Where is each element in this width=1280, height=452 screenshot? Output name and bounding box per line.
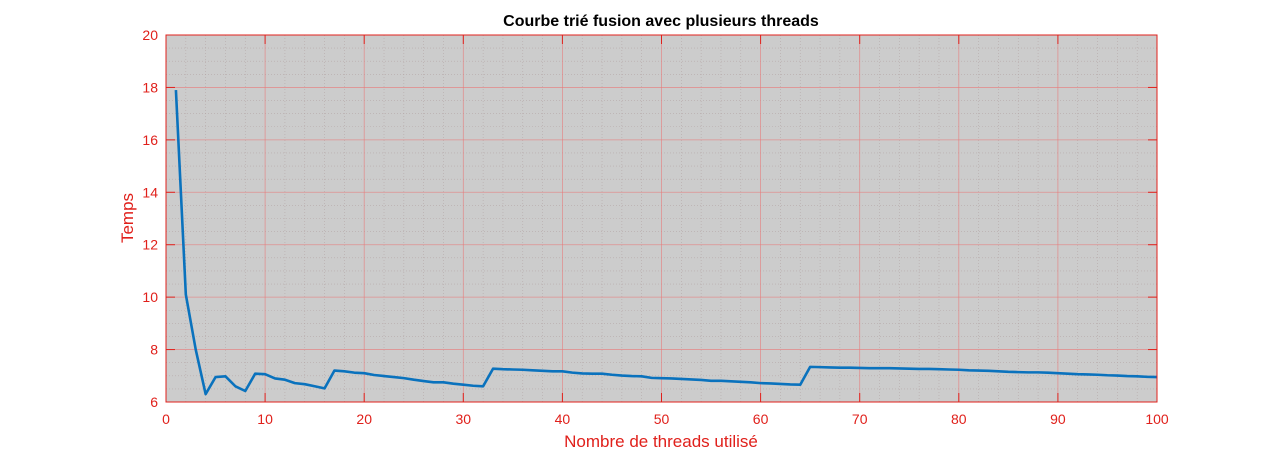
x-tick-label: 10 [257,411,273,427]
y-tick-label: 12 [142,237,158,253]
x-tick-label: 100 [1145,411,1169,427]
series-line [174,89,1158,396]
y-tick-label: 14 [142,184,158,200]
x-tick-label: 40 [555,411,571,427]
x-axis-label: Nombre de threads utilisé [564,432,758,451]
y-tick-label: 10 [142,289,158,305]
x-tick-label: 50 [654,411,670,427]
y-tick-label: 16 [142,132,158,148]
y-tick-labels: 6 8 10 12 14 16 18 20 [142,27,158,410]
x-tick-label: 20 [356,411,372,427]
chart-title: Courbe trié fusion avec plusieurs thread… [503,13,819,30]
x-tick-labels: 0 10 20 30 40 50 60 70 80 90 100 [162,411,1169,427]
x-tick-label: 0 [162,411,170,427]
x-tick-label: 70 [852,411,868,427]
y-tick-label: 18 [142,79,158,95]
axis-ticks [165,34,1158,403]
y-tick-label: 6 [150,394,158,410]
y-tick-label: 8 [150,342,158,358]
x-tick-label: 60 [753,411,769,427]
x-tick-label: 80 [951,411,967,427]
x-tick-label: 30 [456,411,472,427]
y-tick-label: 20 [142,27,158,43]
x-tick-label: 90 [1050,411,1066,427]
y-axis-label: Temps [118,193,137,243]
